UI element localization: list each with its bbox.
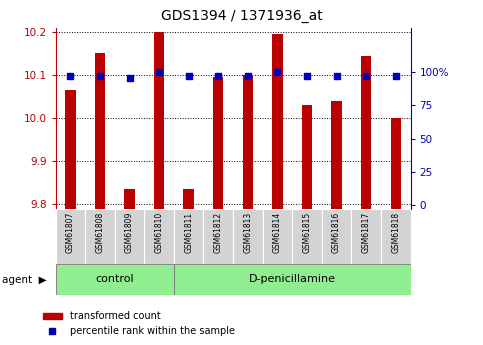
Text: GSM61812: GSM61812 [214,211,223,253]
Point [333,73,341,78]
Legend: transformed count, percentile rank within the sample: transformed count, percentile rank withi… [39,307,239,340]
Text: control: control [96,275,134,284]
Point [155,69,163,75]
Point [126,76,133,81]
Text: GSM61811: GSM61811 [184,211,193,253]
Bar [213,77,224,209]
Bar [391,118,401,209]
Bar [352,209,381,264]
Bar [331,101,342,209]
Point [214,73,222,78]
Text: GDS1394 / 1371936_at: GDS1394 / 1371936_at [161,9,322,23]
Text: D-penicillamine: D-penicillamine [249,275,336,284]
Bar [144,209,174,264]
Text: agent  ▶: agent ▶ [2,275,47,285]
Bar [272,34,283,209]
Bar [242,75,253,209]
Bar [174,209,203,264]
Bar [65,90,75,209]
Text: GSM61809: GSM61809 [125,211,134,253]
Bar [56,209,85,264]
Point [362,73,370,78]
Bar [203,209,233,264]
Bar [95,53,105,209]
Point [273,69,281,75]
Text: GSM61807: GSM61807 [66,211,75,253]
Text: GSM61810: GSM61810 [155,211,164,253]
Bar [174,264,411,295]
Text: GSM61814: GSM61814 [273,211,282,253]
Bar [233,209,263,264]
Bar [381,209,411,264]
Bar [184,189,194,209]
Point [67,73,74,78]
Bar [292,209,322,264]
Text: GSM61808: GSM61808 [96,211,104,253]
Point [303,73,311,78]
Point [185,73,193,78]
Text: GSM61817: GSM61817 [362,211,370,253]
Bar [361,56,371,209]
Text: GSM61813: GSM61813 [243,211,252,253]
Point [392,73,399,78]
Bar [124,189,135,209]
Point [96,73,104,78]
Bar [302,105,312,209]
Bar [85,209,115,264]
Text: GSM61818: GSM61818 [391,211,400,253]
Bar [115,209,144,264]
Text: GSM61816: GSM61816 [332,211,341,253]
Point [244,73,252,78]
Bar [154,32,164,209]
Bar [56,264,174,295]
Bar [322,209,352,264]
Text: GSM61815: GSM61815 [302,211,312,253]
Bar [263,209,292,264]
